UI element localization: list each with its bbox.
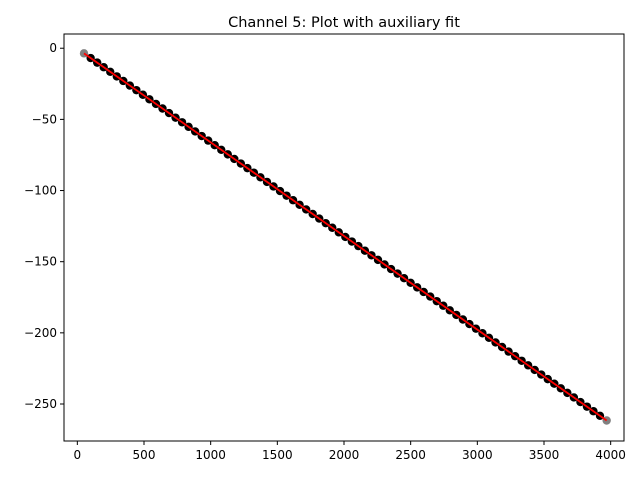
y-tick-label: −250: [24, 397, 57, 411]
y-tick-label: −100: [24, 184, 57, 198]
y-axis: 0 −50 −100 −150 −200 −250: [24, 41, 64, 411]
x-tick-label: 3500: [529, 448, 560, 462]
x-tick-label: 3000: [462, 448, 493, 462]
chart-title: Channel 5: Plot with auxiliary fit: [228, 15, 460, 31]
x-tick-label: 500: [133, 448, 156, 462]
y-tick-label: 0: [49, 41, 57, 55]
y-tick-label: −150: [24, 255, 57, 269]
x-axis: 0 500 1000 1500 2000 2500 3000 3500 4000: [74, 441, 626, 462]
y-tick-label: −50: [32, 112, 57, 126]
plot-area: [79, 49, 611, 425]
x-tick-label: 0: [74, 448, 82, 462]
fit-line: [83, 52, 608, 422]
x-tick-label: 2000: [329, 448, 360, 462]
x-tick-label: 4000: [595, 448, 626, 462]
y-tick-label: −200: [24, 326, 57, 340]
x-tick-label: 2500: [395, 448, 426, 462]
x-tick-label: 1500: [262, 448, 293, 462]
x-tick-label: 1000: [195, 448, 226, 462]
